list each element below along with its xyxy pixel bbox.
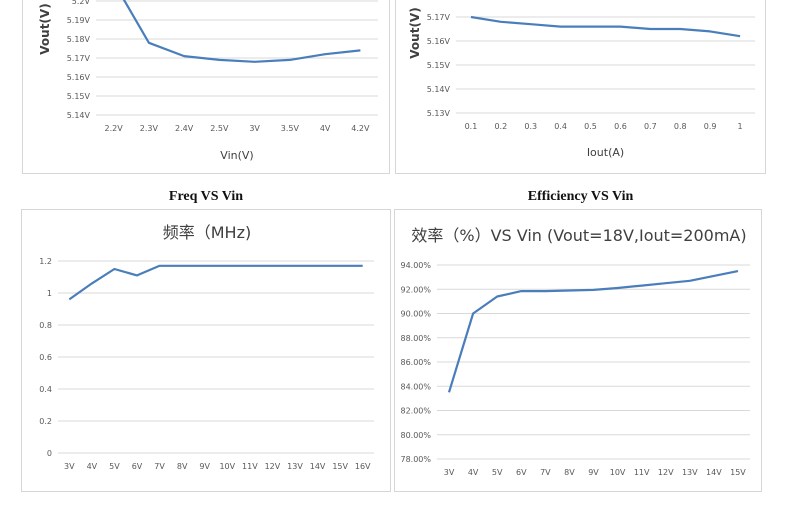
x-tick-label: 7V	[540, 468, 551, 477]
x-tick-label: 7V	[154, 462, 165, 471]
vout-vs-vin-chart: 5.14V 5.15V 5.16V 5.17V 5.18V 5.19V 5.2V 2.2V 2.…	[22, 0, 390, 174]
y-tick-label: 90.00%	[400, 310, 431, 319]
x-tick-label: 2.5V	[210, 124, 229, 133]
y-tick-label: 5.14V	[67, 111, 91, 120]
x-tick-label: 4V	[87, 462, 98, 471]
chart-title: 频率（MHz)	[163, 223, 251, 242]
y-tick-label: 0.6	[39, 353, 52, 362]
series-line	[470, 15, 741, 38]
series-line	[122, 0, 361, 63]
y-tick-label: 5.16V	[427, 37, 451, 46]
y-tick-label: 88.00%	[400, 334, 431, 343]
x-tick-label: 15V	[730, 468, 746, 477]
y-tick-label: 5.16V	[67, 73, 91, 82]
x-tick-label: 4V	[468, 468, 479, 477]
x-tick-label: 8V	[177, 462, 188, 471]
x-tick-label: 0.4	[554, 122, 567, 131]
y-tick-label: 5.15V	[427, 61, 451, 70]
x-tick-label: 2.2V	[105, 124, 124, 133]
x-tick-label: 0.2	[494, 122, 507, 131]
x-tick-label: 0.3	[524, 122, 537, 131]
x-tick-label: 3V	[249, 124, 260, 133]
x-tick-label: 3.5V	[281, 124, 300, 133]
x-tick-label: 5V	[109, 462, 120, 471]
x-tick-label: 11V	[242, 462, 258, 471]
x-tick-label: 15V	[332, 462, 348, 471]
y-tick-label: 5.18V	[67, 35, 91, 44]
y-axis-label: Vout(V)	[38, 3, 52, 54]
efficiency-vs-vin-chart: 78.00% 80.00% 82.00% 84.00% 86.00% 88.00% 90.0…	[394, 209, 762, 492]
x-tick-label: 6V	[132, 462, 143, 471]
y-axis-label: Vout(V)	[408, 7, 422, 58]
vout-vs-iout-chart: 5.13V 5.14V 5.15V 5.16V 5.17V 0.1 0.2 0.3 0.4 0.5…	[395, 0, 766, 174]
x-tick-label: 2.3V	[140, 124, 159, 133]
x-tick-label: 1	[738, 122, 743, 131]
x-tick-label: 8V	[564, 468, 575, 477]
y-tick-label: 86.00%	[400, 358, 431, 367]
x-tick-label: 3V	[444, 468, 455, 477]
freq_vs_vin-svg: 0 0.2 0.4 0.6 0.8 1 1.2 3V 4V 5V 6V 7V 8V 9V 10V 11V 12V…	[39, 223, 374, 471]
x-tick-label: 3V	[64, 462, 75, 471]
y-tick-label: 5.17V	[67, 54, 91, 63]
y-tick-label: 5.2V	[72, 0, 91, 6]
y-tick-label: 78.00%	[400, 455, 431, 464]
series-line	[68, 264, 363, 301]
x-tick-label: 0.6	[614, 122, 627, 131]
y-tick-label: 92.00%	[400, 285, 431, 294]
x-tick-label: 10V	[219, 462, 235, 471]
y-tick-label: 5.15V	[67, 92, 91, 101]
x-tick-label: 9V	[588, 468, 599, 477]
x-tick-label: 5V	[492, 468, 503, 477]
y-tick-label: 84.00%	[400, 382, 431, 391]
x-tick-label: 9V	[199, 462, 210, 471]
vout_vs_vin-svg: 5.14V 5.15V 5.16V 5.17V 5.18V 5.19V 5.2V 2.2V 2.…	[38, 0, 378, 162]
x-tick-label: 14V	[310, 462, 326, 471]
x-tick-label: 13V	[287, 462, 303, 471]
freq-vs-vin-chart: 0 0.2 0.4 0.6 0.8 1 1.2 3V 4V 5V 6V 7V 8V 9V 10V 11V 12V…	[21, 209, 391, 492]
x-tick-label: 0.8	[674, 122, 687, 131]
y-tick-label: 5.19V	[67, 16, 91, 25]
y-tick-label: 80.00%	[400, 431, 431, 440]
vout_vs_iout-svg: 5.13V 5.14V 5.15V 5.16V 5.17V 0.1 0.2 0.3 0.4 0.5…	[408, 7, 755, 159]
y-tick-label: 94.00%	[400, 261, 431, 270]
x-tick-label: 2.4V	[175, 124, 194, 133]
x-tick-label: 4V	[320, 124, 331, 133]
y-tick-label: 82.00%	[400, 407, 431, 416]
x-tick-label: 12V	[658, 468, 674, 477]
x-tick-label: 16V	[355, 462, 371, 471]
series-line	[447, 270, 739, 393]
efficiency_vs_vin-svg: 78.00% 80.00% 82.00% 84.00% 86.00% 88.00% 90.0…	[400, 226, 750, 477]
x-tick-label: 0.9	[704, 122, 717, 131]
x-axis-label: Iout(A)	[587, 146, 624, 159]
y-tick-label: 1	[47, 289, 52, 298]
x-tick-label: 4.2V	[351, 124, 370, 133]
y-tick-label: 5.14V	[427, 85, 451, 94]
x-axis-label: Vin(V)	[220, 149, 253, 162]
y-tick-label: 0	[47, 449, 52, 458]
x-tick-label: 10V	[610, 468, 626, 477]
x-tick-label: 12V	[265, 462, 281, 471]
y-tick-label: 1.2	[39, 257, 52, 266]
x-tick-label: 0.5	[584, 122, 597, 131]
efficiency-caption: Efficiency VS Vin	[527, 189, 634, 204]
y-tick-label: 0.2	[39, 417, 52, 426]
y-tick-label: 0.4	[39, 385, 52, 394]
x-tick-label: 0.1	[465, 122, 478, 131]
y-tick-label: 5.17V	[427, 13, 451, 22]
x-tick-label: 13V	[682, 468, 698, 477]
x-tick-label: 6V	[516, 468, 527, 477]
x-tick-label: 0.7	[644, 122, 657, 131]
y-tick-label: 5.13V	[427, 109, 451, 118]
chart-title: 效率（%）VS Vin (Vout=18V,Iout=200mA)	[411, 226, 746, 245]
x-tick-label: 14V	[706, 468, 722, 477]
y-tick-label: 0.8	[39, 321, 52, 330]
x-tick-label: 11V	[634, 468, 650, 477]
freq-caption: Freq VS Vin	[168, 189, 244, 204]
